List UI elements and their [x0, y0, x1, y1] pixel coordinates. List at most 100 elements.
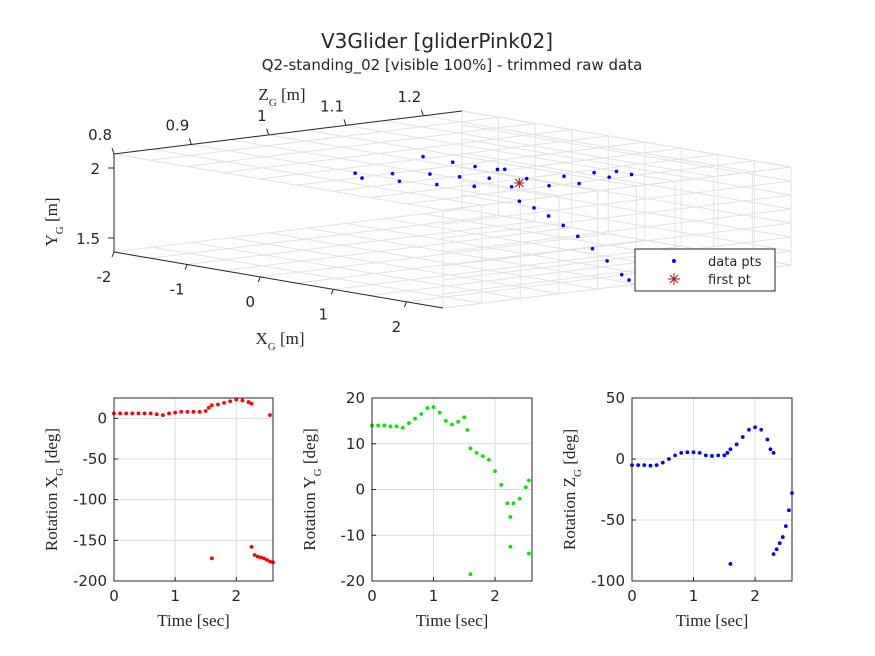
data-point	[697, 451, 702, 455]
data-point	[400, 425, 405, 430]
data-point	[435, 182, 439, 187]
data-point	[425, 406, 430, 410]
data-point	[394, 424, 399, 429]
data-point	[495, 167, 500, 172]
data-point	[413, 416, 417, 421]
data-point	[397, 179, 402, 184]
y-axis-label-3d: YG [m]	[42, 197, 66, 246]
ticks-3d: -2 -1 0 1 2 1.5 2 0.8 0.9 1 1.1 1.2	[76, 88, 424, 336]
data-point	[473, 164, 477, 169]
data-point	[487, 176, 492, 181]
data-point	[258, 555, 263, 560]
data-point	[209, 403, 214, 408]
plot-area	[114, 398, 273, 581]
z-tick-label-3d: 0.8	[88, 126, 112, 144]
ticks: 0 1 2 0 -50 -100 -150 -200	[73, 409, 241, 605]
data-point	[234, 397, 239, 402]
rotation-y-plot: 0 1 2 20 10 0 -10 -20 Time [sec] Rotation YG [deg…	[300, 389, 533, 630]
data-point	[771, 451, 776, 455]
data-point	[428, 172, 432, 176]
data-point	[509, 184, 514, 189]
data-point	[443, 418, 448, 423]
data-point	[768, 447, 773, 452]
data-point	[179, 409, 184, 414]
z-tick-label-3d: 1.1	[320, 97, 344, 115]
data-point	[499, 483, 504, 487]
y-axis-label: Rotation XG [deg]	[42, 428, 66, 551]
x-tick-label: 1	[689, 587, 699, 605]
data-point	[577, 181, 581, 186]
data-point	[673, 453, 677, 458]
data-point	[148, 411, 153, 416]
x-tick-label-3d: 0	[245, 293, 255, 311]
data-point	[532, 206, 536, 210]
data-point	[206, 405, 211, 410]
data-point	[679, 451, 684, 455]
data-points	[370, 405, 531, 577]
data-point	[468, 572, 473, 577]
data-point	[759, 427, 764, 432]
data-point	[493, 469, 497, 474]
first-point-marker	[514, 178, 525, 188]
data-point	[691, 450, 696, 455]
x-tick-label-3d: 2	[392, 318, 402, 336]
data-point	[249, 401, 254, 406]
x-axis-label: Time [sec]	[676, 611, 749, 630]
x-axis-label-3d: XG [m]	[255, 329, 304, 353]
data-point	[240, 398, 245, 403]
x-tick-label: 2	[750, 587, 760, 605]
y-axis-label: Rotation ZG [deg]	[560, 429, 584, 550]
data-point	[753, 425, 757, 430]
y-tick-label: -100	[591, 572, 625, 590]
ticks: 0 1 2 20 10 0 -10 -20	[341, 389, 500, 605]
data-point	[261, 556, 266, 561]
data-point	[246, 400, 251, 404]
data-point	[590, 246, 595, 251]
scatter3d-plot: -2 -1 0 1 2 1.5 2 0.8 0.9 1 1.1 1.2 XG [m] ZG [m] YG […	[42, 85, 792, 353]
legend-dot-icon	[672, 259, 676, 263]
data-point	[472, 184, 477, 189]
data-point	[249, 544, 254, 549]
axes-box	[113, 397, 274, 582]
data-point	[561, 223, 566, 228]
data-point	[734, 442, 739, 447]
x-tick-label: 1	[170, 587, 180, 605]
data-point	[523, 485, 528, 490]
data-point	[546, 214, 551, 218]
data-point	[619, 272, 624, 277]
y-tick-label-3d: 1.5	[76, 230, 100, 248]
x-tick-label-3d: 1	[319, 305, 329, 323]
z-axis-label-3d: ZG [m]	[258, 85, 305, 109]
y-tick-label: 10	[346, 435, 365, 453]
y-tick-label: -50	[83, 450, 108, 468]
data-point	[191, 409, 196, 414]
data-point	[167, 411, 171, 416]
data-point	[197, 409, 202, 414]
y-tick-label: 20	[346, 389, 365, 407]
y-tick-label: 0	[615, 450, 625, 468]
data-point	[562, 174, 566, 179]
x-axis-label: Time [sec]	[416, 611, 489, 630]
data-point	[161, 413, 165, 417]
figure-title: V3Glider [gliderPink02]	[321, 29, 553, 53]
y-tick-label-3d: 2	[90, 160, 100, 178]
data-point	[527, 478, 531, 483]
data-point	[787, 508, 791, 513]
y-tick-label: -200	[73, 572, 107, 590]
data-point	[774, 547, 779, 552]
data-point	[605, 259, 609, 263]
data-point	[547, 183, 551, 188]
data-point	[421, 154, 425, 159]
data-point	[457, 175, 462, 179]
rotation-x-plot: 0 1 2 0 -50 -100 -150 -200 Time [sec] Rotation XG…	[42, 397, 275, 630]
data-point	[465, 428, 470, 432]
data-point	[508, 515, 513, 519]
data-points	[630, 425, 794, 566]
x-tick-label: 0	[627, 587, 637, 605]
data-point	[508, 544, 513, 549]
data-point	[124, 411, 129, 416]
legend-box	[634, 248, 776, 292]
data-point	[437, 410, 442, 415]
data-point	[264, 557, 269, 562]
data-point	[118, 411, 123, 416]
